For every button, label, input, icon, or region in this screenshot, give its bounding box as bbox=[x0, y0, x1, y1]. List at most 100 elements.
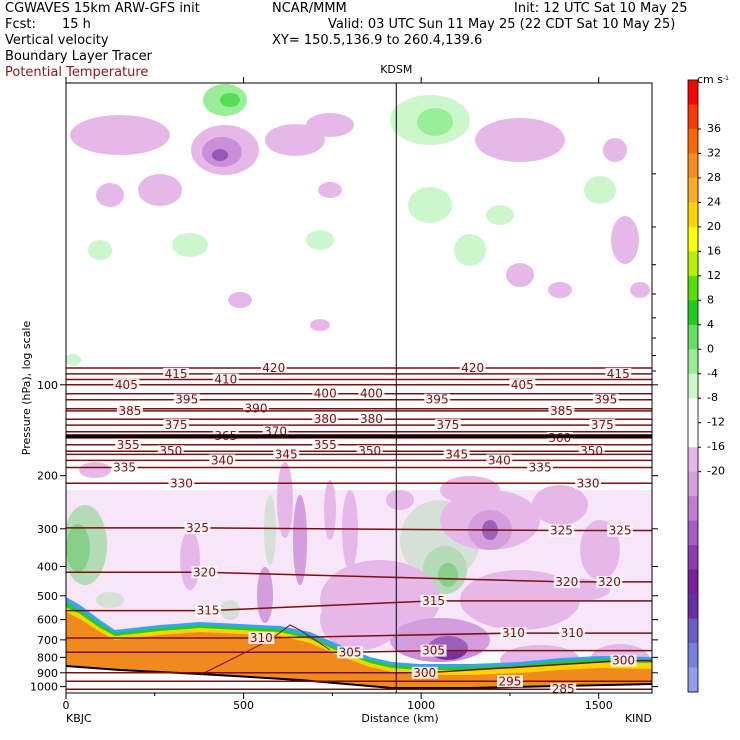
theta-contour-label: 340 bbox=[211, 453, 234, 467]
colorbar-swatch bbox=[688, 667, 698, 693]
theta-label-bg bbox=[312, 413, 339, 426]
colorbar-swatch bbox=[688, 349, 698, 375]
theta-label-bg bbox=[589, 419, 616, 432]
colorbar-swatch bbox=[688, 275, 698, 301]
vertical-velocity-cell bbox=[220, 93, 240, 107]
theta-label-bg bbox=[509, 378, 536, 391]
theta-contour-label: 310 bbox=[250, 631, 273, 645]
vertical-velocity-cell bbox=[96, 183, 124, 207]
vertical-velocity-cell bbox=[530, 578, 610, 602]
theta-label-bg bbox=[115, 438, 142, 451]
colorbar-swatch bbox=[688, 643, 698, 669]
theta-label-bg bbox=[260, 362, 287, 375]
theta-label-bg bbox=[605, 367, 632, 380]
theta-label-bg bbox=[312, 438, 339, 451]
vertical-velocity-cell bbox=[438, 563, 458, 587]
field-potential-temperature: Potential Temperature bbox=[5, 65, 149, 80]
colorbar-label: 8 bbox=[707, 293, 714, 306]
theta-label-bg bbox=[358, 413, 385, 426]
colorbar-label: 20 bbox=[707, 220, 721, 233]
theta-label-bg bbox=[209, 454, 236, 467]
y-tick-label: 300 bbox=[37, 523, 58, 536]
theta-contour-label: 320 bbox=[555, 575, 578, 589]
theta-label-bg bbox=[163, 367, 190, 380]
x-axis-label: Distance (km) bbox=[361, 712, 438, 725]
colorbar-label: -4 bbox=[707, 367, 718, 380]
colorbar-label: 4 bbox=[707, 318, 714, 331]
theta-label-bg bbox=[553, 575, 580, 588]
y-tick-label: 800 bbox=[37, 651, 58, 664]
theta-contour-label: 420 bbox=[461, 361, 484, 375]
colorbar-swatch bbox=[688, 177, 698, 203]
theta-contour-label: 285 bbox=[552, 682, 575, 696]
theta-label-bg bbox=[420, 594, 447, 607]
colorbar-label: -12 bbox=[707, 416, 725, 429]
theta-contour-label: 345 bbox=[275, 447, 298, 461]
theta-label-bg bbox=[443, 448, 470, 461]
colorbar-swatch bbox=[688, 520, 698, 546]
y-tick-label: 200 bbox=[37, 470, 58, 483]
theta-label-bg bbox=[592, 393, 619, 406]
theta-contour-label: 350 bbox=[159, 444, 182, 458]
x-tick-label: 1000 bbox=[407, 699, 435, 712]
colorbar-label: 0 bbox=[707, 342, 714, 355]
vertical-velocity-cell bbox=[454, 234, 486, 266]
theta-label-bg bbox=[527, 461, 554, 474]
x-tick-label: 0 bbox=[63, 699, 70, 712]
vertical-velocity-cell bbox=[324, 480, 336, 540]
theta-label-bg bbox=[607, 524, 634, 537]
vertical-velocity-cell bbox=[386, 490, 414, 510]
vertical-velocity-cell bbox=[70, 115, 170, 155]
vertical-velocity-cell bbox=[264, 495, 276, 565]
theta-label-bg bbox=[548, 404, 575, 417]
colorbar-label: -8 bbox=[707, 391, 718, 404]
colorbar-swatch bbox=[688, 373, 698, 399]
theta-label-bg bbox=[548, 524, 575, 537]
theta-contour-label: 355 bbox=[117, 438, 140, 452]
colorbar-unit: cm s-1 bbox=[697, 73, 729, 86]
theta-label-bg bbox=[312, 387, 339, 400]
theta-contour-label: 330 bbox=[577, 476, 600, 490]
colorbar-swatch bbox=[688, 80, 698, 105]
field-vertical-velocity: Vertical velocity bbox=[5, 33, 109, 48]
theta-contour-label: 305 bbox=[422, 644, 445, 658]
y-tick-label: 600 bbox=[37, 614, 58, 627]
colorbar-swatch bbox=[688, 251, 698, 277]
colorbar-swatch bbox=[688, 324, 698, 350]
theta-label-bg bbox=[191, 566, 218, 579]
forecast-label: Fcst: bbox=[5, 17, 36, 32]
vertical-velocity-shading bbox=[66, 84, 652, 676]
colorbar-swatch bbox=[688, 128, 698, 154]
colorbar-label: 16 bbox=[707, 244, 721, 257]
theta-contour-label: 315 bbox=[197, 604, 220, 618]
theta-label-bg bbox=[116, 404, 143, 417]
theta-contour-line bbox=[66, 600, 652, 612]
theta-label-bg bbox=[113, 378, 140, 391]
colorbar-swatch bbox=[688, 226, 698, 252]
theta-contour-label: 400 bbox=[360, 387, 383, 401]
theta-label-bg bbox=[173, 393, 200, 406]
theta-contour-label: 335 bbox=[113, 461, 136, 475]
theta-contour-label: 375 bbox=[165, 418, 188, 432]
colorbar-frame bbox=[687, 79, 699, 693]
colorbar-swatch bbox=[688, 104, 698, 130]
theta-label-bg bbox=[195, 604, 222, 617]
vertical-velocity-cell bbox=[66, 354, 81, 366]
theta-contour-label: 310 bbox=[502, 626, 525, 640]
theta-contour-label: 350 bbox=[358, 444, 381, 458]
theta-label-bg bbox=[610, 654, 637, 667]
colorbar-label: 28 bbox=[707, 171, 721, 184]
y-tick-label: 500 bbox=[37, 590, 58, 603]
x-tick-label: 500 bbox=[233, 699, 254, 712]
theta-contour-label: 375 bbox=[436, 418, 459, 432]
theta-label-bg bbox=[411, 666, 438, 679]
colorbar-swatch bbox=[688, 422, 698, 448]
theta-contour-label: 320 bbox=[598, 575, 621, 589]
init-time: Init: 12 UTC Sat 10 May 25 bbox=[514, 1, 688, 16]
theta-label-bg bbox=[486, 454, 513, 467]
colorbar-label: -20 bbox=[707, 465, 725, 478]
y-tick-label: 1000 bbox=[30, 681, 58, 694]
field-boundary-layer-tracer: Boundary Layer Tracer bbox=[5, 49, 152, 64]
vertical-velocity-cell bbox=[318, 182, 342, 198]
theta-contour-label: 350 bbox=[580, 444, 603, 458]
